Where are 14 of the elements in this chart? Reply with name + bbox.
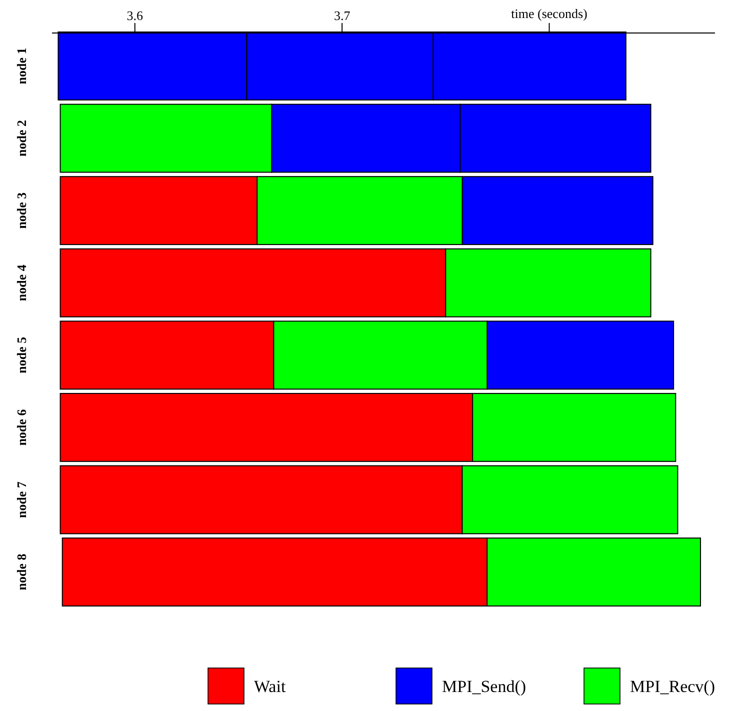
legend-label: Wait [254, 677, 286, 696]
x-axis-title: time (seconds) [511, 6, 588, 21]
y-tick-label: node 7 [14, 480, 29, 518]
y-tick-label: node 4 [14, 264, 29, 302]
y-tick-label: node 1 [14, 48, 29, 84]
legend-label: MPI_Recv() [630, 677, 715, 696]
y-tick-label: node 2 [14, 120, 29, 157]
y-tick-label: node 8 [14, 553, 29, 590]
y-tick-label: node 6 [14, 408, 29, 446]
y-tick-label: node 5 [14, 336, 29, 374]
x-tick-label: 3.7 [334, 8, 351, 23]
y-tick-label: node 3 [14, 192, 29, 229]
x-tick-label: 3.6 [126, 8, 144, 23]
legend-label: MPI_Send() [442, 677, 526, 696]
